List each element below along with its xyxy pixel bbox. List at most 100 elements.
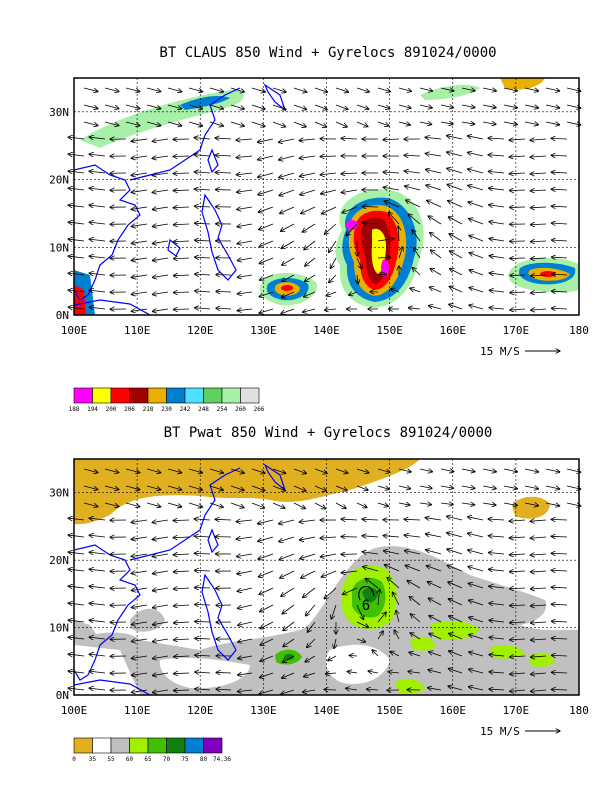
x-tick-label: 110E [124, 324, 151, 337]
wind-vector [300, 190, 315, 195]
colorbar-label: 194 [87, 406, 98, 413]
wind-vector [525, 486, 539, 489]
wind-vector [357, 105, 369, 109]
wind-vector [405, 186, 420, 190]
wind-vector [168, 122, 182, 126]
wind-vector [294, 88, 307, 92]
wind-vector [152, 224, 168, 227]
colorbar-swatch [185, 738, 204, 753]
wind-vector [173, 173, 189, 174]
colorbar-label: 80 [200, 756, 208, 763]
wind-vector [336, 88, 349, 92]
wind-vector [426, 550, 441, 554]
wind-vector [126, 88, 140, 92]
wind-vector [68, 535, 84, 537]
wind-vector [441, 469, 454, 472]
wind-vector [468, 202, 483, 207]
wind-vector [378, 122, 389, 126]
wind-vector [447, 184, 462, 190]
wind-vector [489, 256, 504, 258]
panel1-title: BT CLAUS 850 Wind + Gyrelocs 891024/0000 [159, 45, 496, 61]
wind-vector [131, 190, 147, 192]
wind-vector [531, 309, 546, 310]
panel2-vector-ref: 15 M/S [480, 725, 560, 738]
wind-vector [378, 486, 389, 489]
wind-vector [173, 588, 189, 589]
wind-vector [259, 224, 273, 230]
wind-vector [237, 241, 252, 244]
wind-vector [258, 554, 273, 559]
colorbar-label: 60 [126, 756, 134, 763]
wind-vector [210, 88, 224, 92]
wind-vector [408, 308, 420, 309]
wind-vector [510, 292, 525, 293]
x-tick-label: 150E [376, 704, 403, 717]
wind-vector [68, 256, 84, 258]
wind-vector [152, 190, 168, 193]
x-tick-label: 180 [569, 704, 589, 717]
wind-vector [420, 486, 432, 488]
wind-vector [462, 486, 475, 488]
wind-vector [551, 240, 567, 241]
wind-vector [173, 224, 189, 225]
wind-vector [89, 154, 105, 156]
wind-vector [131, 258, 147, 260]
wind-vector [467, 517, 483, 520]
wind-vector [173, 156, 189, 157]
wind-vector [194, 172, 210, 173]
wind-vector [173, 622, 189, 623]
panel-pwat: BT Pwat 850 Wind + Gyrelocs 891024/0000 [49, 425, 589, 763]
x-tick-label: 140E [313, 324, 340, 337]
y-tick-label: 10N [49, 241, 69, 254]
wind-vector [509, 520, 525, 521]
wind-vector [152, 241, 168, 244]
wind-vector [280, 207, 294, 214]
wind-vector [152, 605, 168, 608]
wind-vector [89, 603, 105, 605]
x-tick-label: 100E [61, 324, 88, 337]
wind-vector [530, 241, 546, 242]
wind-vector [84, 88, 98, 92]
wind-vector [404, 171, 420, 173]
wind-vector [84, 122, 98, 126]
wind-vector [320, 173, 336, 175]
wind-vector [357, 503, 367, 508]
wind-vector [315, 122, 327, 127]
wind-vector [404, 535, 420, 537]
colorbar-label: 0 [72, 756, 76, 763]
wind-vector [168, 88, 182, 92]
wind-vector [447, 152, 462, 156]
wind-vector [252, 503, 265, 508]
wind-vector [301, 571, 315, 578]
wind-vector [89, 569, 105, 571]
wind-vector [280, 571, 294, 578]
wind-vector [530, 207, 546, 208]
wind-vector [427, 200, 441, 207]
wind-vector [215, 138, 231, 139]
wind-vector [441, 122, 453, 124]
wind-vector [194, 240, 210, 241]
wind-vector [236, 156, 252, 158]
wind-vector [305, 605, 315, 616]
wind-vector [236, 190, 252, 192]
wind-vector [173, 241, 189, 242]
wind-vector [488, 553, 504, 554]
colorbar-swatch [148, 738, 167, 753]
wind-vector [131, 156, 147, 158]
wind-vector [467, 533, 483, 537]
wind-vector [238, 622, 252, 625]
wind-vector [294, 503, 305, 509]
wind-vector [530, 588, 546, 589]
wind-vector [194, 138, 210, 139]
wind-vector [551, 553, 567, 554]
wind-vector [305, 258, 315, 266]
wind-vector [303, 309, 315, 312]
wind-vector [131, 241, 147, 243]
y-tick-label: 10N [49, 622, 69, 635]
wind-vector [195, 621, 210, 622]
wind-vector [449, 251, 462, 258]
wind-vector [530, 173, 546, 174]
wind-vector [489, 222, 504, 224]
wind-vector [469, 287, 483, 292]
